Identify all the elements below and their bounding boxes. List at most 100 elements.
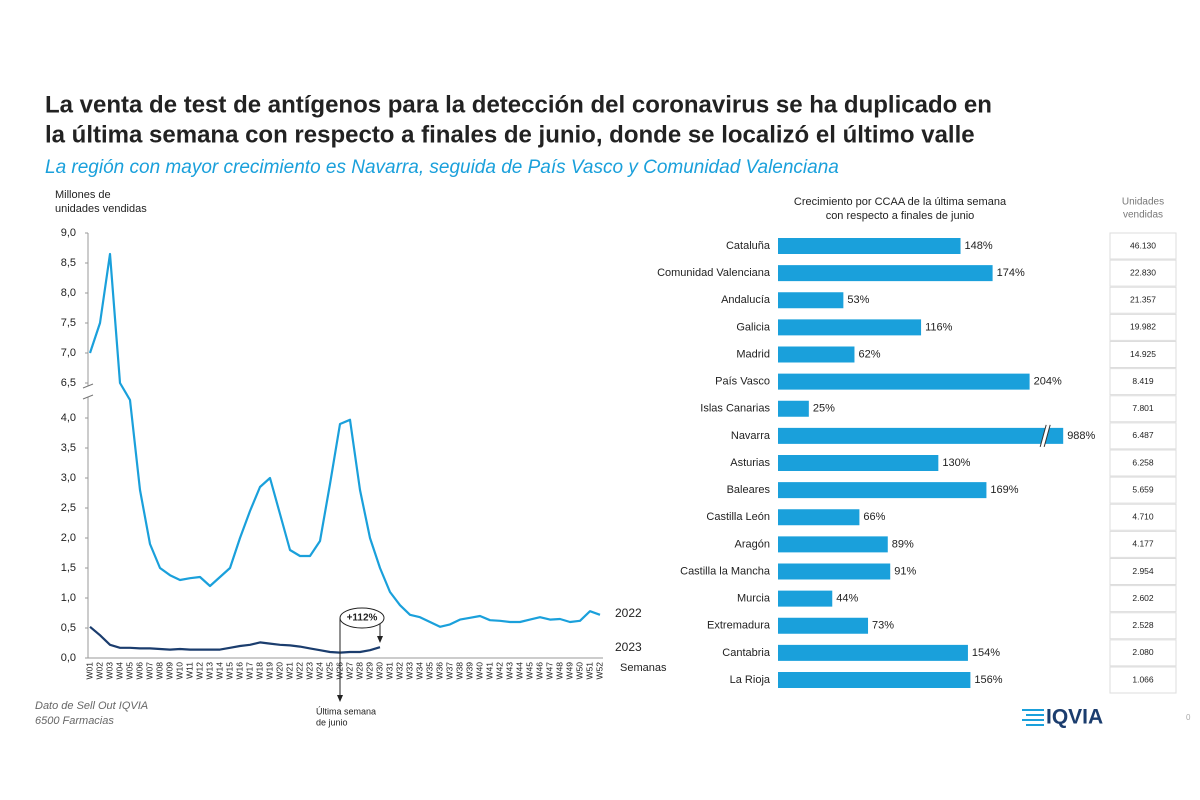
subtitle: La región con mayor crecimiento es Navar… (45, 157, 839, 178)
value-label: 91% (894, 565, 916, 577)
y-tick-label: 2,5 (61, 502, 76, 514)
bar (778, 238, 961, 254)
category-label: Islas Canarias (700, 403, 770, 415)
bar (778, 482, 987, 499)
x-tick-label: W23 (304, 662, 314, 680)
table-cell (1109, 395, 1177, 423)
value-label: 156% (974, 674, 1002, 686)
annotation-arrow (377, 636, 383, 643)
x-tick-label: W40 (474, 662, 484, 680)
bar (778, 509, 860, 526)
x-tick-label: W46 (534, 662, 544, 680)
category-label: País Vasco (715, 376, 770, 388)
x-tick-label: W05 (124, 662, 134, 680)
table-cell-text: 5.659 (1132, 484, 1154, 494)
bar (778, 427, 1064, 444)
table-cell (1109, 585, 1177, 613)
x-tick-label: W47 (544, 662, 554, 680)
bar (778, 265, 993, 282)
annotation: +112% (347, 613, 378, 624)
x-tick-label: W30 (374, 662, 384, 680)
table-cell (1109, 666, 1177, 694)
bar (778, 563, 891, 580)
x-tick-label: W07 (144, 662, 154, 680)
value-label: 174% (997, 267, 1025, 279)
table-cell (1109, 259, 1177, 287)
series-label: 2023 (615, 640, 642, 654)
table-cell-text: 2.080 (1132, 647, 1154, 657)
bar (778, 292, 844, 309)
value-label: 66% (863, 511, 885, 523)
category-label: Navarra (731, 430, 771, 442)
footnote: Dato de Sell Out IQVIA (35, 700, 148, 712)
table-cell-text: 4.177 (1132, 539, 1154, 549)
table-header: vendidas (1123, 210, 1163, 221)
x-tick-label: W39 (464, 662, 474, 680)
x-tick-label: W04 (114, 662, 124, 680)
y-tick-label: 2,0 (61, 532, 76, 544)
bar (778, 319, 922, 336)
y-tick-label: 8,5 (61, 257, 76, 269)
table-cell-text: 6.258 (1132, 457, 1154, 467)
table-cell (1109, 612, 1177, 640)
bar-break (1039, 424, 1047, 448)
value-label: 44% (836, 593, 858, 605)
x-tick-label: W18 (254, 662, 264, 680)
category-label: Cantabria (722, 647, 771, 659)
x-tick-label: W13 (204, 662, 214, 680)
value-label: 116% (925, 321, 953, 333)
bar (778, 400, 809, 417)
axis-break (82, 394, 94, 400)
table-header: Unidades (1122, 197, 1164, 208)
x-tick-label: W16 (234, 662, 244, 680)
table-cell-text: 1.066 (1132, 674, 1154, 684)
category-label: Aragón (735, 538, 770, 550)
x-tick-label: W50 (574, 662, 584, 680)
x-tick-label: W36 (434, 662, 444, 680)
category-label: Castilla la Mancha (680, 565, 771, 577)
chart-title: Crecimiento por CCAA de la última semana (794, 196, 1007, 208)
annotation-note: Última semana (316, 706, 376, 716)
category-label: Extremadura (707, 620, 771, 632)
table-cell (1109, 449, 1177, 477)
table-cell (1109, 503, 1177, 531)
bar (778, 590, 833, 607)
x-tick-label: W09 (164, 662, 174, 680)
bar (778, 672, 971, 688)
y-tick-label: 4,0 (61, 412, 76, 424)
bar (778, 346, 855, 363)
bar-break (1040, 424, 1051, 447)
x-tick-label: W29 (364, 662, 374, 680)
y-axis-label: unidades vendidas (55, 203, 147, 215)
table-cell (1109, 368, 1177, 396)
table-cell (1109, 558, 1177, 585)
table-cell-text: 22.830 (1130, 267, 1156, 277)
x-tick-label: W33 (404, 662, 414, 680)
x-tick-label: W26 (334, 662, 344, 680)
value-label: 89% (892, 538, 914, 550)
value-label: 169% (990, 484, 1018, 496)
x-tick-label: W41 (484, 662, 494, 680)
x-tick-label: W01 (84, 662, 94, 680)
series-line (89, 625, 381, 654)
series-line (88, 252, 601, 628)
value-label: 130% (942, 457, 970, 469)
x-tick-label: W51 (584, 662, 594, 680)
x-tick-label: W52 (594, 662, 604, 680)
x-tick-label: W10 (174, 662, 184, 680)
bar (778, 455, 939, 471)
x-tick-label: W02 (94, 662, 104, 680)
x-tick-label: W19 (264, 662, 274, 680)
x-tick-label: W32 (394, 662, 404, 680)
x-tick-label: W03 (104, 662, 114, 680)
x-tick-label: W11 (184, 662, 194, 679)
category-label: Murcia (737, 593, 771, 605)
table-cell-text: 19.982 (1130, 322, 1156, 332)
value-label: 148% (965, 240, 993, 252)
x-tick-label: W25 (324, 662, 334, 680)
x-axis-label: Semanas (620, 662, 667, 674)
annotation-arrow (337, 695, 343, 702)
x-tick-label: W31 (384, 662, 394, 680)
x-tick-label: W21 (284, 662, 294, 680)
x-tick-label: W22 (294, 662, 304, 680)
